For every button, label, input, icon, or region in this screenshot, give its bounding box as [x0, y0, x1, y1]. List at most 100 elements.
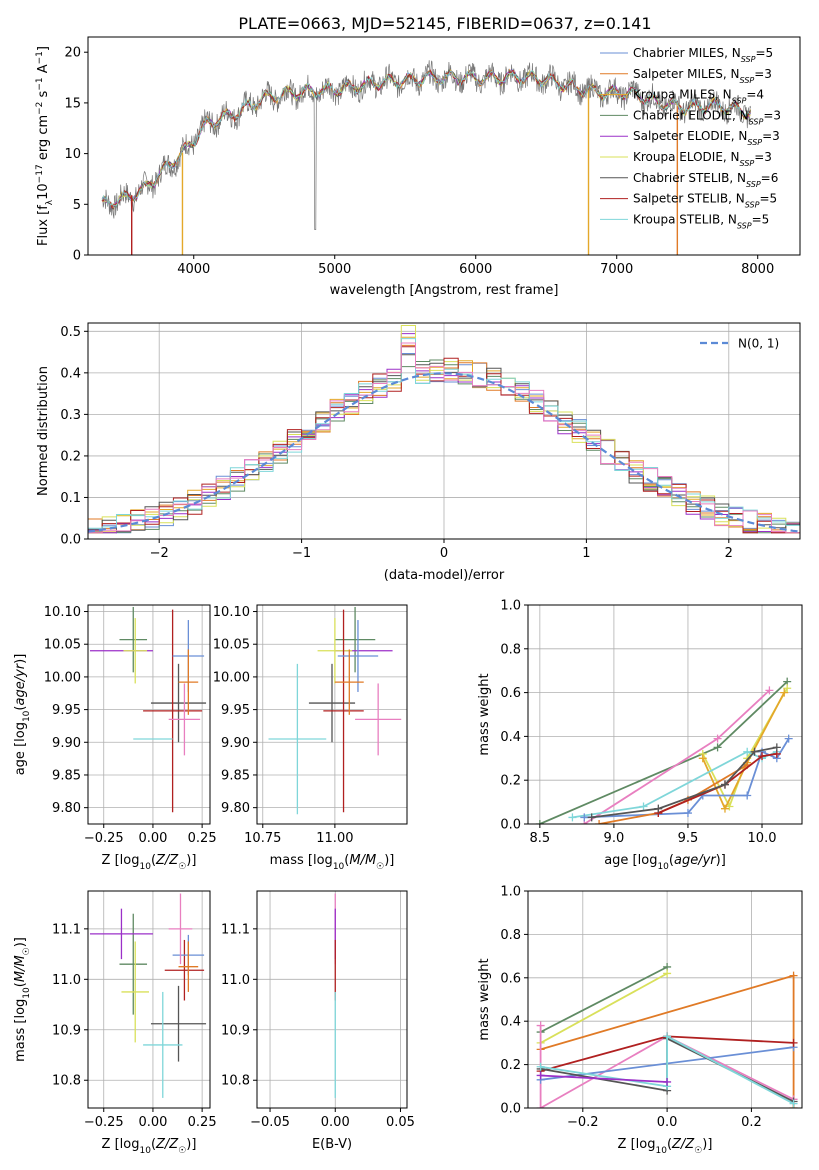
y-axis-label-part: Normed distribution	[36, 366, 51, 496]
error-bar-point	[121, 941, 149, 1043]
legend-entry: Kroupa ELODIE, NSSP=3	[633, 150, 772, 168]
mass-weight-marker	[654, 804, 663, 813]
x-axis-label-part: ☉	[178, 862, 186, 872]
x-axis-label-part: 10	[655, 1146, 667, 1156]
mass-weight-marker	[568, 813, 577, 822]
plot-area-mass_vs_Z	[89, 893, 207, 1098]
y-axis-label-part: erg cm	[36, 115, 51, 164]
x-axis-label-part: Z/Z	[671, 1137, 695, 1152]
x-axis-label: age [log10(age/yr)]	[604, 853, 726, 872]
x-tick-label: 6000	[459, 262, 492, 277]
mass-weight-marker	[789, 1099, 798, 1108]
x-tick-label: 8000	[741, 262, 774, 277]
x-tick-label: 0.25	[188, 831, 217, 846]
error-bar-point	[355, 683, 402, 756]
x-axis-label-part: )]	[384, 853, 394, 868]
mass-weight-marker	[783, 684, 792, 693]
error-bar-point	[89, 908, 153, 960]
legend-entry: Salpeter STELIB, NSSP=5	[633, 192, 777, 210]
error-bar-point	[334, 649, 364, 715]
legend-entry: Kroupa MILES, NSSP=4	[633, 88, 764, 106]
x-axis-label-part: (	[669, 853, 674, 868]
x-tick-label: −0.05	[250, 1115, 290, 1130]
mass-weight-marker	[663, 1032, 672, 1041]
error-bar-point	[143, 991, 183, 1098]
y-tick-label: 11.1	[221, 922, 250, 937]
mass-weight-marker	[743, 791, 752, 800]
x-tick-label: 0.0	[657, 1115, 678, 1130]
plot-area-spectrum	[101, 60, 752, 255]
x-tick-label: −1	[292, 546, 311, 561]
y-axis-label: Flux [fλ10−17 erg cm−2 s−1 A−1]	[35, 46, 55, 246]
y-tick-label: 9.80	[52, 801, 81, 816]
y-tick-label: 10.8	[52, 1074, 81, 1089]
mass-weight-marker	[639, 802, 648, 811]
y-tick-label: 0.4	[500, 1015, 521, 1030]
x-tick-label: 1	[582, 546, 590, 561]
x-axis-label-part: (	[151, 1137, 156, 1152]
mass-weight-marker	[720, 804, 729, 813]
y-tick-label: 0.6	[500, 971, 521, 986]
y-tick-label: 0.0	[60, 533, 81, 548]
error-bar-point	[168, 683, 201, 756]
legend-entry-count: =5	[759, 192, 777, 206]
x-tick-label: 10.0	[748, 831, 777, 846]
panel-age_vs_Z: −0.25 0.00 0.25 9.80 9.85 9.90 9.95 10.00 10.05 1…	[13, 604, 217, 872]
plot-area-massweight_vs_age	[535, 677, 793, 824]
x-axis-label-part: ☉	[178, 1146, 186, 1156]
axes-frame	[256, 890, 408, 1109]
legend-entry: Salpeter MILES, NSSP=3	[633, 67, 772, 85]
x-axis-label-part: 10	[657, 862, 669, 872]
legend-entry: Salpeter ELODIE, NSSP=3	[633, 129, 780, 147]
x-axis-label: Z [log10(Z/Z☉)]	[618, 1137, 713, 1156]
x-axis-label-part: (	[344, 853, 349, 868]
y-tick-label: 10	[64, 147, 81, 162]
y-tick-label: 0.4	[60, 366, 81, 381]
y-tick-label: 0.8	[500, 642, 521, 657]
mass-weight-marker	[765, 686, 774, 695]
error-bar-point	[268, 663, 327, 815]
x-axis-label-part: Z/Z	[155, 1137, 179, 1152]
y-axis-label-part: (	[13, 982, 28, 987]
legend-entry: Chabrier STELIB, NSSP=6	[633, 171, 778, 189]
y-tick-label: 10.9	[52, 1023, 81, 1038]
y-tick-label: 10.10	[44, 605, 81, 620]
y-tick-label: 0.3	[60, 408, 81, 423]
legend-entry-text: Salpeter MILES, N	[633, 67, 740, 81]
y-axis-label-part: −1	[35, 51, 45, 64]
axes-frame	[256, 604, 408, 825]
x-axis-label-part: 10	[333, 862, 345, 872]
error-bar-point	[143, 609, 203, 813]
y-axis-label-part: )]	[13, 654, 28, 664]
legend-entry-count: =3	[762, 129, 780, 143]
y-tick-label: 20	[64, 46, 81, 61]
mass-weight-marker	[663, 1077, 672, 1086]
y-axis-label-part: A	[36, 64, 51, 77]
y-tick-label: 10.00	[213, 670, 250, 685]
x-axis-label-part: M/M	[349, 853, 376, 868]
x-axis-label-part: E(B-V)	[312, 1137, 352, 1152]
y-axis-label: mass weight	[477, 958, 492, 1040]
legend-entry-text: Kroupa STELIB, N	[633, 212, 737, 226]
y-tick-label: 0.0	[500, 1102, 521, 1117]
error-bar-point	[308, 663, 356, 743]
x-axis-label-part: wavelength [Angstrom, rest frame]	[330, 283, 559, 298]
y-axis-label-part: )]	[13, 937, 28, 947]
y-tick-label: 11.0	[221, 973, 250, 988]
mass-weight-marker	[683, 809, 692, 818]
legend-entry-sub: SSP	[745, 200, 760, 209]
y-tick-label: 9.80	[221, 801, 250, 816]
x-tick-label: −2	[150, 546, 169, 561]
y-tick-label: 0.1	[60, 491, 81, 506]
y-tick-label: 10.00	[44, 670, 81, 685]
y-tick-label: 15	[64, 96, 81, 111]
x-tick-label: 8.5	[530, 831, 551, 846]
plot-area-residuals	[88, 325, 800, 534]
legend-entry-text: Chabrier STELIB, N	[633, 171, 746, 185]
axes-frame	[527, 890, 803, 1109]
mass-weight-line	[540, 966, 668, 1033]
y-tick-label: 0	[73, 249, 81, 264]
x-tick-label: 10.75	[244, 831, 281, 846]
y-axis-label-part: ]	[36, 46, 51, 51]
